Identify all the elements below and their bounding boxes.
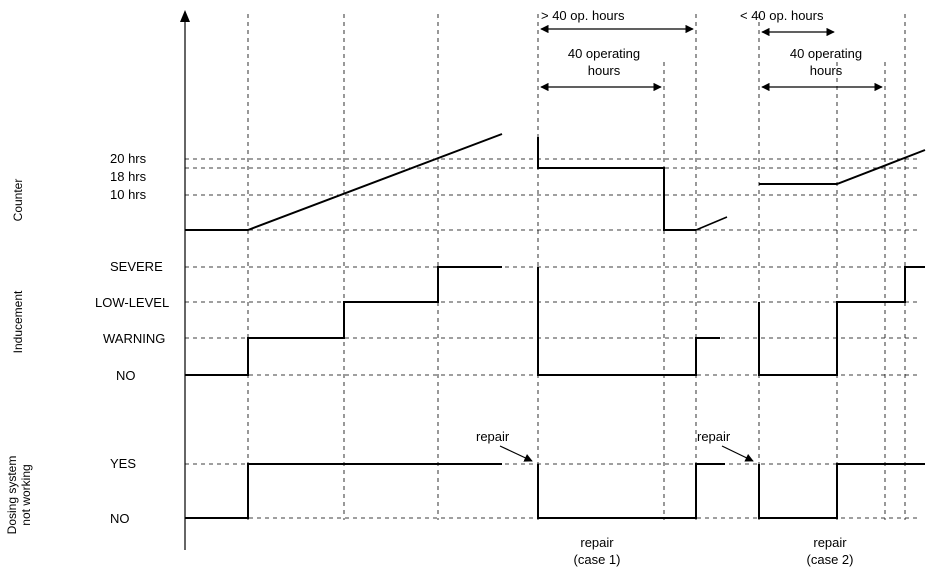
inducement-label-low-level: LOW-LEVEL <box>95 295 169 310</box>
interval-arrows <box>499 24 883 462</box>
counter-label-10hrs: 10 hrs <box>110 187 147 202</box>
arrow-repair-1 <box>499 445 533 462</box>
inducement-row-title: Inducement <box>11 290 25 353</box>
counter-label-20hrs: 20 hrs <box>110 151 147 166</box>
label-operating-1-line2: hours <box>588 63 621 78</box>
arrow-repair-2 <box>721 445 754 462</box>
label-operating-2-line1: 40 operating <box>790 46 862 61</box>
counter-label-18hrs: 18 hrs <box>110 169 147 184</box>
label-repair-case2-line2: (case 2) <box>807 552 854 567</box>
label-operating-2-line2: hours <box>810 63 843 78</box>
label-repair-case1-line1: repair <box>580 535 614 550</box>
label-repair-1: repair <box>476 429 510 444</box>
label-repair-2: repair <box>697 429 731 444</box>
dosing-label-no: NO <box>110 511 130 526</box>
dosing-row-title-line1: Dosing system <box>5 456 19 535</box>
label-repair-case2-line1: repair <box>813 535 847 550</box>
label-operating-1-line1: 40 operating <box>568 46 640 61</box>
dosing-signal <box>185 463 925 519</box>
inducement-signal <box>185 266 925 376</box>
label-less-than-40: < 40 op. hours <box>740 8 824 23</box>
counter-row-title: Counter <box>11 179 25 222</box>
label-repair-case1-line2: (case 1) <box>574 552 621 567</box>
inducement-label-no: NO <box>116 368 136 383</box>
label-more-than-40: > 40 op. hours <box>541 8 625 23</box>
inducement-label-warning: WARNING <box>103 331 165 346</box>
dosing-label-yes: YES <box>110 456 136 471</box>
main-axis <box>180 10 190 550</box>
dosing-row-title-line2: not working <box>19 464 33 525</box>
counter-signal <box>185 133 926 231</box>
inducement-label-severe: SEVERE <box>110 259 163 274</box>
